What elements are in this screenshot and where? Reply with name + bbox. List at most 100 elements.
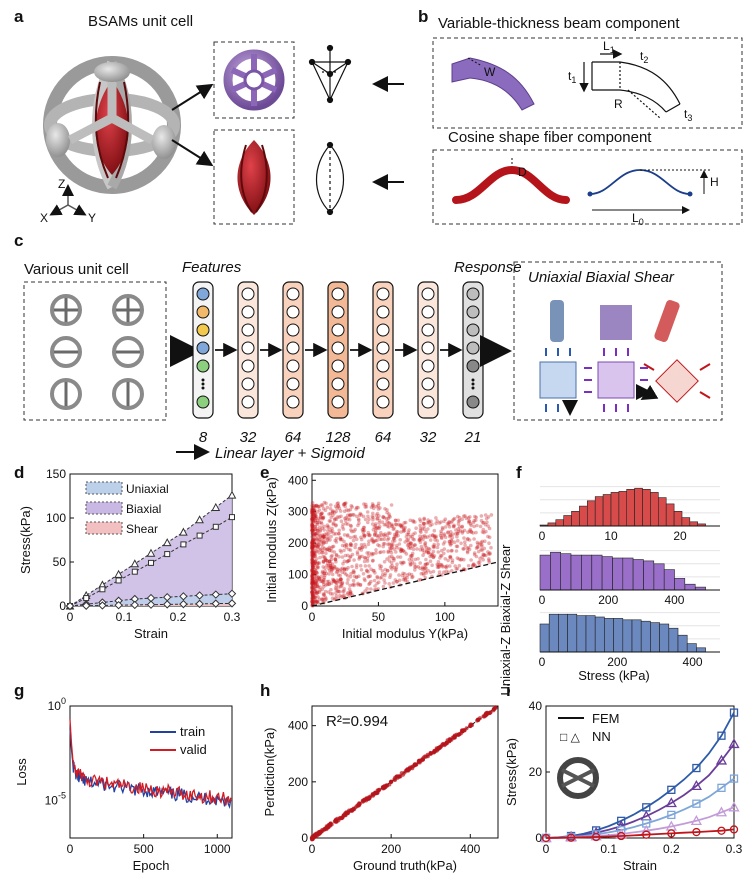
data-point xyxy=(423,541,428,545)
data-point xyxy=(434,535,438,540)
data-point xyxy=(334,594,339,598)
data-point xyxy=(310,508,315,512)
data-point xyxy=(414,526,418,530)
purple-beam-cage xyxy=(223,49,285,111)
data-point xyxy=(347,558,352,563)
Shear-bar xyxy=(657,497,667,527)
data-point xyxy=(421,534,425,539)
data-point xyxy=(467,538,472,542)
data-point xyxy=(311,540,316,544)
data-point xyxy=(314,574,318,579)
Shear-bar xyxy=(634,487,643,527)
data-point xyxy=(476,542,480,546)
panel-d-stress-strain: d 0 0.1 0.2 0.3050100150StrainStress(kPa)Un… xyxy=(14,463,241,641)
data-point xyxy=(362,525,367,530)
data-point xyxy=(311,537,315,542)
data-point xyxy=(311,548,315,552)
data-point xyxy=(311,528,316,533)
data-point xyxy=(326,535,330,539)
data-point xyxy=(375,538,379,543)
data-point xyxy=(317,517,321,521)
Uniaxial-Z-bar xyxy=(594,616,605,653)
prediction-point xyxy=(428,751,433,756)
data-point xyxy=(434,534,438,538)
data-point xyxy=(369,587,373,591)
nn-neuron xyxy=(376,359,390,373)
data-point xyxy=(347,547,351,552)
data-point xyxy=(422,534,427,538)
data-point xyxy=(366,514,370,519)
data-point xyxy=(481,527,486,532)
data-point xyxy=(311,565,316,569)
inset-unit-cell-struts xyxy=(561,768,595,788)
data-point xyxy=(324,540,329,545)
diamond-marker xyxy=(227,599,237,608)
data-point xyxy=(342,559,347,563)
data-point xyxy=(311,601,315,606)
data-point xyxy=(456,529,461,534)
prediction-point xyxy=(412,762,418,768)
data-point xyxy=(346,565,350,570)
data-point xyxy=(310,540,315,545)
data-point xyxy=(318,555,322,560)
data-point xyxy=(327,519,332,523)
data-point xyxy=(401,571,405,576)
data-point xyxy=(408,546,413,551)
data-point xyxy=(419,536,423,541)
data-point xyxy=(451,524,456,529)
data-point xyxy=(312,567,316,572)
data-point xyxy=(349,543,354,548)
data-point xyxy=(310,516,315,521)
Shear-bar xyxy=(594,496,604,527)
data-point xyxy=(317,561,322,565)
data-point xyxy=(350,552,355,557)
x-tick-label: 0.3 xyxy=(224,610,241,624)
data-point xyxy=(411,537,415,541)
beam-component-title: Variable-thickness beam component xyxy=(438,15,680,32)
data-point xyxy=(422,516,427,521)
data-point xyxy=(313,527,317,532)
data-point xyxy=(408,544,412,549)
data-point xyxy=(325,532,329,536)
data-point xyxy=(312,576,317,580)
Uniaxial-Z-bar xyxy=(576,615,587,653)
data-point xyxy=(310,517,314,522)
data-point xyxy=(403,577,408,581)
panel-f-xlabel: Stress (kPa) xyxy=(578,668,650,683)
nn-neuron xyxy=(421,323,435,337)
data-point xyxy=(321,535,326,540)
Uniaxial-Z-bar xyxy=(567,613,578,653)
data-point xyxy=(390,554,394,559)
data-point xyxy=(389,550,394,555)
data-point xyxy=(385,533,390,538)
data-point xyxy=(327,525,331,529)
data-point xyxy=(327,548,332,553)
unit-cell-gallery xyxy=(50,294,144,410)
data-point xyxy=(310,597,314,602)
data-point xyxy=(366,542,371,547)
data-point xyxy=(322,585,326,589)
data-point xyxy=(383,581,387,585)
data-point xyxy=(442,551,446,556)
data-point xyxy=(313,568,318,572)
data-point xyxy=(310,526,315,531)
data-point xyxy=(418,523,423,528)
data-point xyxy=(329,530,334,534)
data-point xyxy=(396,533,400,538)
data-point xyxy=(339,584,343,589)
x-tick-label: 200 xyxy=(607,655,627,669)
data-point xyxy=(485,520,489,525)
data-point xyxy=(320,579,324,583)
neural-network: 8 32 64 128 64 32 21 xyxy=(192,281,484,446)
data-point xyxy=(310,528,315,532)
y-tick-label: 0 xyxy=(301,599,308,613)
data-point xyxy=(382,537,387,542)
data-point xyxy=(340,537,344,542)
diamond-marker xyxy=(81,601,91,610)
data-point xyxy=(443,565,448,569)
beam-unit-box xyxy=(213,41,295,119)
data-point xyxy=(350,583,355,587)
data-point xyxy=(313,539,317,543)
data-point xyxy=(366,570,370,574)
